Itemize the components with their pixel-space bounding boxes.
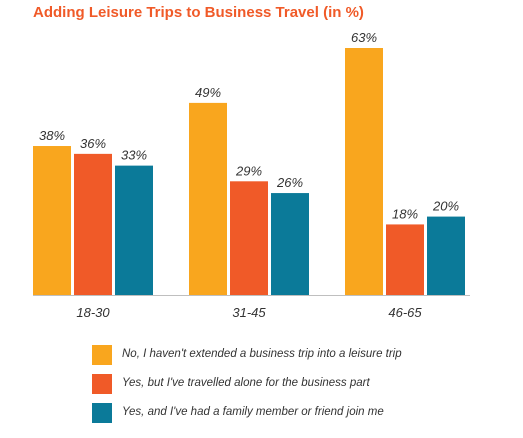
bar	[386, 224, 424, 295]
bar-chart: 38% 36% 33% 49% 29% 26% 63% 18% 20%	[33, 30, 470, 296]
bar-value-label: 63%	[351, 30, 377, 45]
bar	[427, 216, 465, 295]
legend-swatch	[92, 345, 112, 365]
x-axis-category-label: 31-45	[232, 305, 266, 320]
chart-title: Adding Leisure Trips to Business Travel …	[33, 4, 364, 21]
bar	[115, 165, 153, 295]
bar	[271, 193, 309, 295]
bar-value-label: 49%	[195, 85, 221, 100]
bar	[230, 181, 268, 295]
bar-value-label: 18%	[392, 206, 418, 221]
bar-value-label: 33%	[121, 148, 147, 163]
x-axis-category-label: 46-65	[388, 305, 422, 320]
legend-swatch	[92, 403, 112, 423]
bar	[345, 48, 383, 295]
bar-group	[33, 48, 465, 295]
value-label-group: 38% 36% 33% 49% 29% 26% 63% 18% 20%	[39, 30, 459, 221]
bar-value-label: 36%	[80, 136, 106, 151]
bar	[33, 146, 71, 295]
legend-swatch	[92, 374, 112, 394]
legend-label: No, I haven't extended a business trip i…	[122, 348, 402, 360]
legend-label: Yes, and I've had a family member or fri…	[122, 406, 384, 418]
legend-label: Yes, but I've travelled alone for the bu…	[122, 377, 370, 389]
bar-value-label: 38%	[39, 128, 65, 143]
bar	[189, 102, 227, 295]
bar-value-label: 26%	[276, 175, 303, 190]
bar-value-label: 20%	[432, 199, 459, 214]
bar	[74, 153, 112, 295]
bar-value-label: 29%	[235, 163, 262, 178]
x-axis-category-label: 18-30	[76, 305, 110, 320]
